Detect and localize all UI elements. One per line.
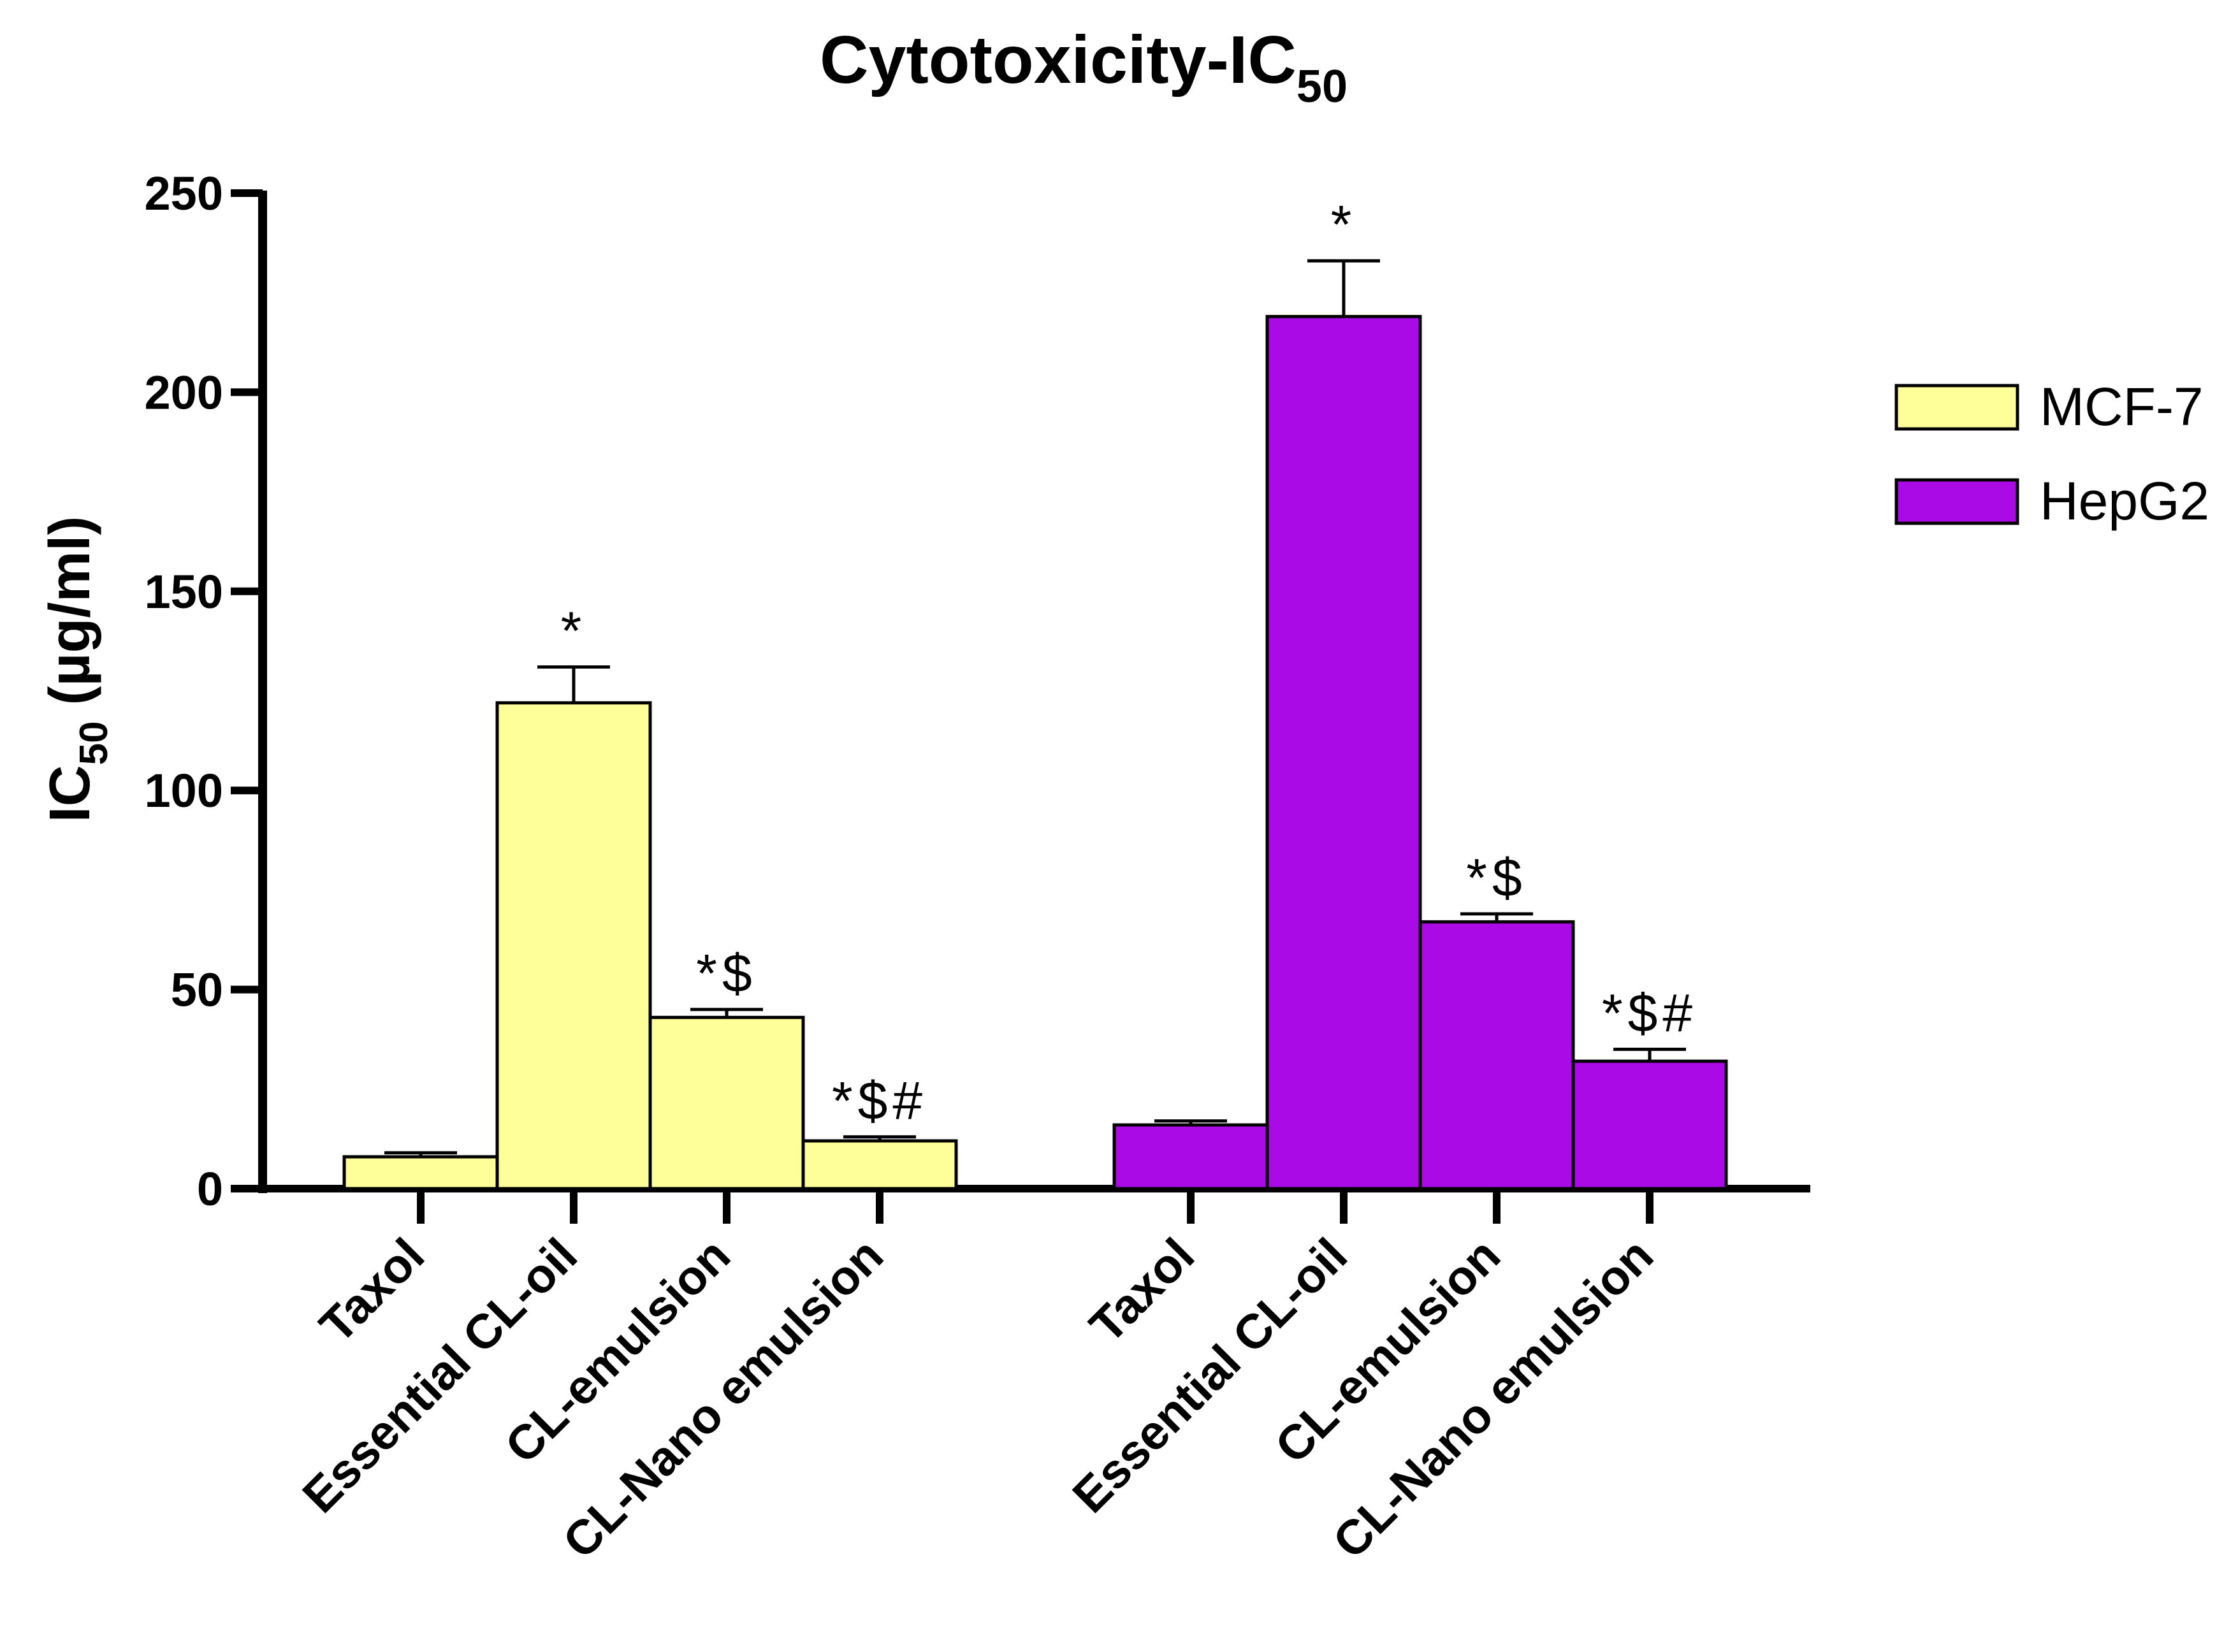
bars: * *$ *$# * *$ *$#: [342, 194, 1728, 1191]
bar-mcf-7-3: [801, 1139, 958, 1191]
y-tick-label: 250: [145, 167, 223, 220]
x-category-label: Essential CL-oil: [1063, 1228, 1358, 1523]
y-axis-label-subscript: 50: [72, 721, 116, 765]
significance-label: *$: [696, 943, 757, 1003]
bar-mcf-7-2: [648, 1015, 805, 1191]
significance-label: *$#: [1602, 983, 1697, 1043]
chart-title-main: Cytotoxicity-IC: [820, 22, 1297, 98]
x-category-label: Taxol: [1080, 1228, 1205, 1353]
x-category-label: Taxol: [310, 1228, 435, 1353]
legend-swatch-mcf-7: [1894, 384, 2019, 431]
bar-hepg2-1: [1265, 315, 1422, 1191]
significance-label: *: [561, 601, 587, 661]
x-category-label: Essential CL-oil: [293, 1228, 588, 1523]
bar-hepg2-3: [1571, 1059, 1728, 1191]
y-axis-label-unit: (µg/ml): [38, 516, 102, 721]
significance-label: *$#: [832, 1071, 927, 1131]
significance-label: *: [1331, 194, 1357, 254]
y-axis-label-main: IC: [38, 765, 102, 822]
y-tick-label: 150: [145, 565, 223, 618]
legend-label: MCF-7: [2040, 377, 2204, 437]
y-tick-label: 200: [145, 366, 223, 419]
bar-mcf-7-1: [495, 701, 652, 1191]
legend: MCF-7 HepG2: [1894, 377, 2209, 531]
legend-swatch-hepg2: [1894, 478, 2019, 525]
bar-hepg2-0: [1112, 1123, 1269, 1191]
y-tick-label: 50: [171, 964, 223, 1017]
y-axis-label: IC50 (µg/ml): [38, 516, 116, 823]
bar-hepg2-2: [1418, 920, 1575, 1191]
bar-mcf-7-0: [342, 1155, 499, 1191]
legend-label: HepG2: [2040, 471, 2209, 531]
chart-title-subscript: 50: [1297, 61, 1348, 112]
chart-title: Cytotoxicity-IC50: [820, 22, 1348, 112]
y-tick-label: 100: [145, 764, 223, 817]
significance-label: *$: [1466, 848, 1527, 908]
y-tick-label: 0: [197, 1163, 223, 1215]
